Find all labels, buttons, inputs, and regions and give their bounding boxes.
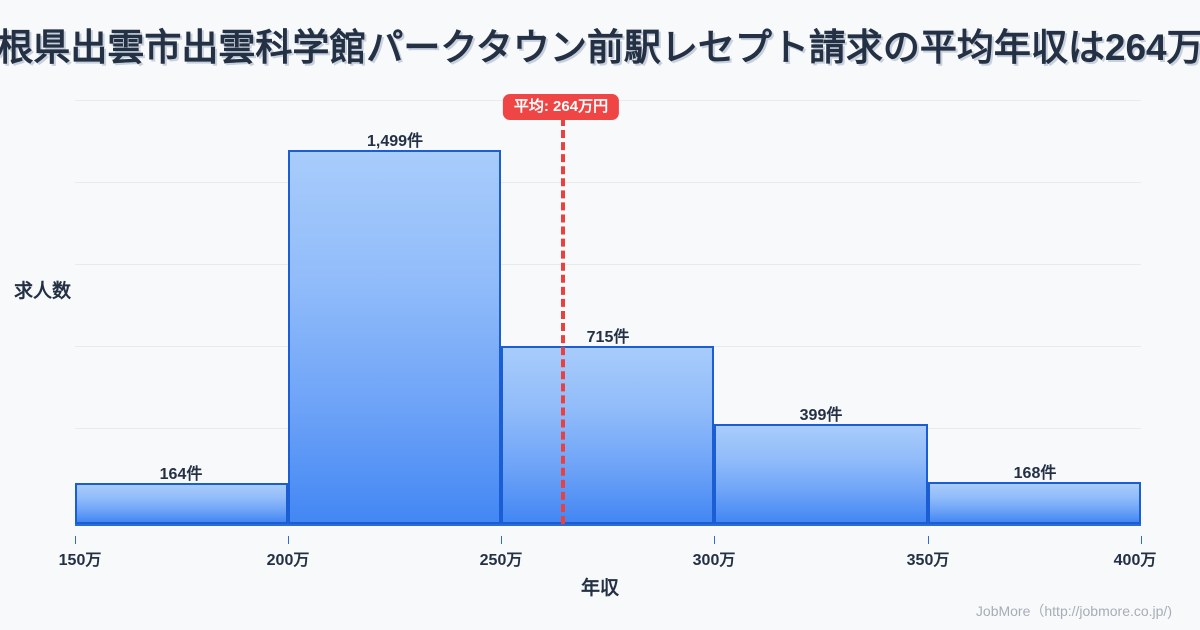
- watermark-footer: JobMore（http://jobmore.co.jp/): [975, 603, 1172, 619]
- histogram-bar[interactable]: [714, 424, 928, 524]
- x-axis-tick: [288, 536, 289, 544]
- x-axis-tick: [1141, 536, 1142, 544]
- histogram-bar[interactable]: [928, 482, 1141, 524]
- x-axis-tick-label: 200万: [266, 552, 310, 569]
- x-axis-line: [75, 524, 1141, 526]
- histogram-chart: 求人数 164件 1,499件 715件 399件 168件 平均: 264万円: [0, 88, 1200, 630]
- gridline: [75, 264, 1141, 265]
- x-axis-tick-label: 250万: [479, 552, 523, 569]
- bar-value-label: 164件: [159, 466, 203, 483]
- page-title: 島根県出雲市出雲科学館パークタウン前駅レセプト請求の平均年収は264万円: [0, 27, 1200, 68]
- x-axis-tick-label: 350万: [906, 552, 950, 569]
- mean-badge: 平均: 264万円: [502, 94, 620, 120]
- histogram-bar[interactable]: [288, 150, 501, 524]
- plot-area: 164件 1,499件 715件 399件 168件 平均: 264万円 150…: [59, 94, 1156, 569]
- x-axis-tick: [714, 536, 715, 544]
- x-axis-title: 年収: [580, 578, 619, 599]
- x-axis-tick-label: 300万: [692, 552, 736, 569]
- x-axis-tick: [928, 536, 929, 544]
- x-axis-tick: [501, 536, 502, 544]
- bar-value-label: 399件: [799, 407, 843, 424]
- histogram-bar[interactable]: [501, 346, 714, 524]
- mean-line: [561, 118, 565, 524]
- histogram-bar[interactable]: [75, 483, 288, 524]
- page-title-bar: 島根県出雲市出雲科学館パークタウン前駅レセプト請求の平均年収は264万円: [0, 0, 1200, 88]
- y-axis-title: 求人数: [14, 281, 72, 302]
- bar-value-label: 1,499件: [366, 133, 424, 150]
- bar-value-label: 715件: [586, 329, 630, 346]
- x-axis-tick-label: 400万: [1113, 552, 1157, 569]
- x-axis-tick: [75, 536, 76, 544]
- x-axis-tick-label: 150万: [58, 552, 102, 569]
- gridline: [75, 182, 1141, 183]
- bar-value-label: 168件: [1013, 465, 1057, 482]
